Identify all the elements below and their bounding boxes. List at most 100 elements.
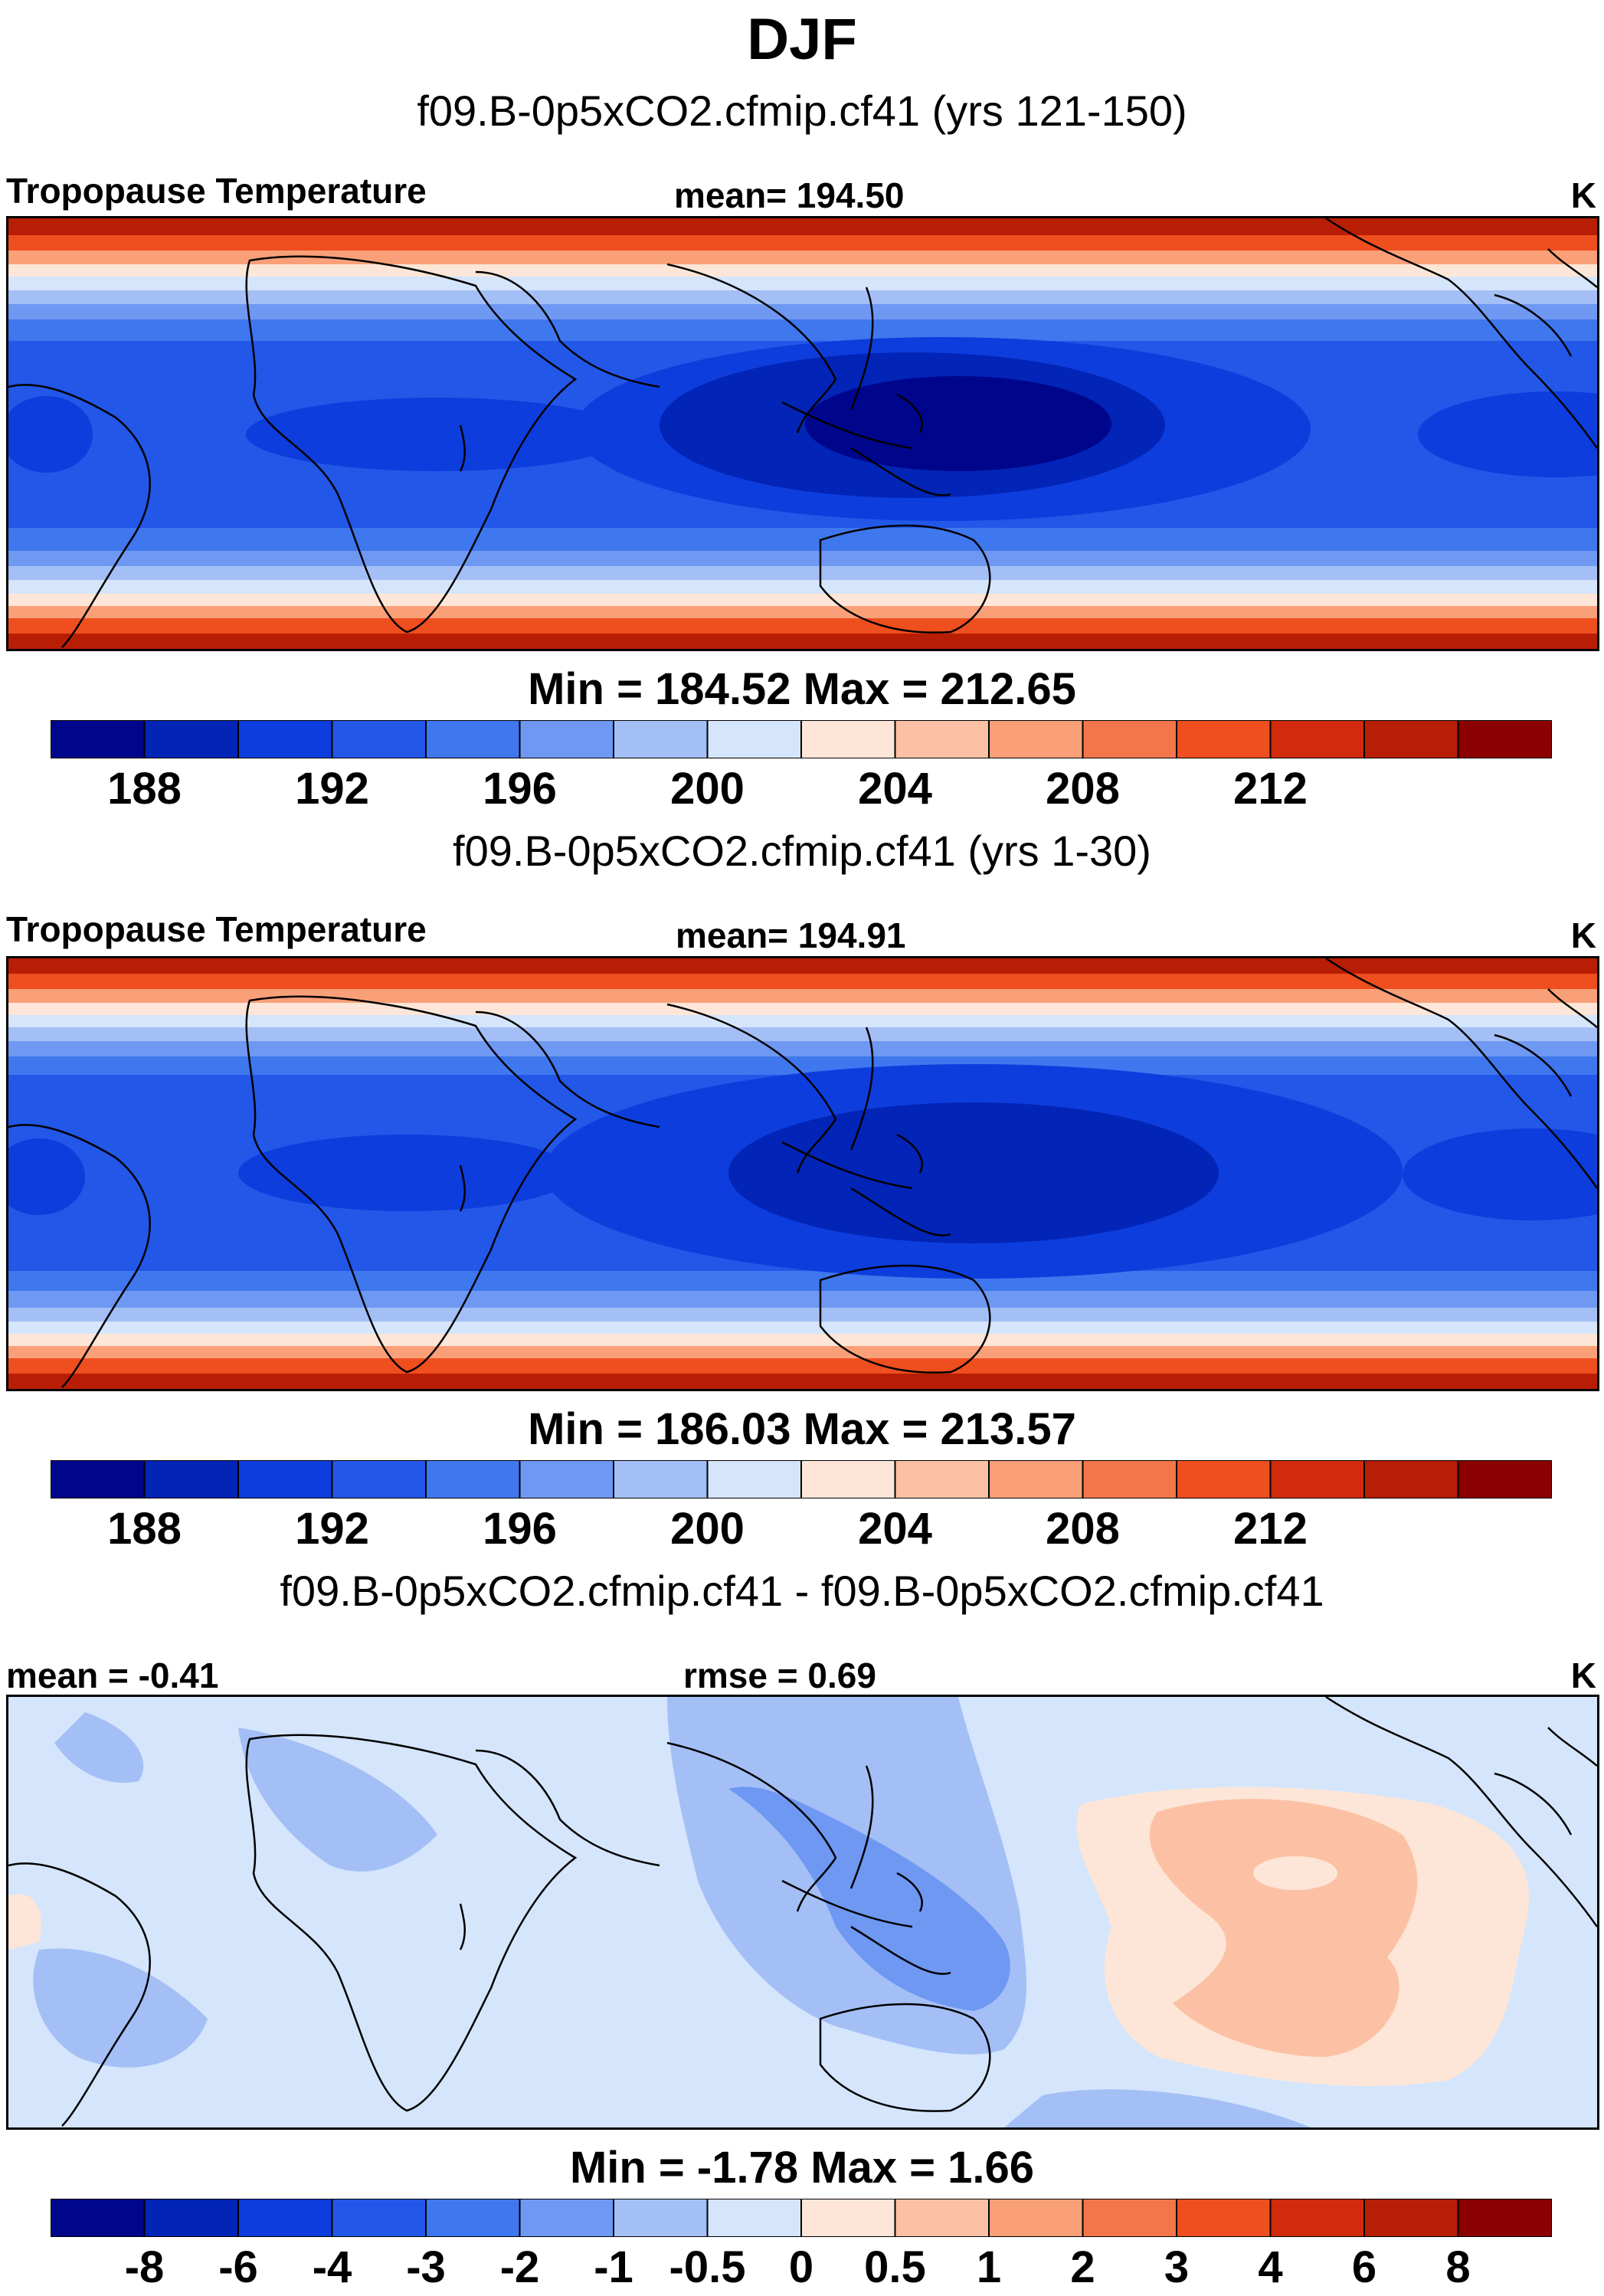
panel1-map-svg bbox=[8, 218, 1597, 649]
panel3-map-svg bbox=[8, 1697, 1597, 2127]
colorbar-tick-label: 212 bbox=[1233, 1504, 1308, 1554]
colorbar-swatch bbox=[425, 2199, 521, 2237]
colorbar-swatch bbox=[613, 2199, 709, 2237]
colorbar-swatch bbox=[988, 2199, 1084, 2237]
colorbar-swatch bbox=[1269, 2199, 1365, 2237]
colorbar-tick-label: 196 bbox=[483, 764, 557, 814]
panel3-pos-west bbox=[8, 1894, 41, 1950]
panel2-units-label: K bbox=[1570, 915, 1596, 955]
panel3-mean-label: mean = -0.41 bbox=[6, 1656, 219, 1695]
colorbar-tick-label: -8 bbox=[124, 2242, 165, 2292]
panel2-map-svg bbox=[8, 958, 1597, 1389]
colorbar-tick-label: 196 bbox=[483, 1504, 557, 1554]
colorbar-swatch bbox=[1457, 720, 1552, 758]
panel3-colorbar bbox=[51, 2199, 1552, 2237]
panel3-units-label: K bbox=[1570, 1656, 1596, 1695]
colorbar-swatch bbox=[706, 720, 802, 758]
colorbar-tick-label: 192 bbox=[295, 1504, 369, 1554]
colorbar-swatch bbox=[51, 1460, 146, 1498]
colorbar-tick-label: -3 bbox=[406, 2242, 446, 2292]
panel1-units-label: K bbox=[1570, 175, 1596, 215]
colorbar-swatch bbox=[1269, 1460, 1365, 1498]
colorbar-swatch bbox=[706, 2199, 802, 2237]
colorbar-swatch bbox=[331, 1460, 427, 1498]
colorbar-swatch bbox=[51, 2199, 146, 2237]
colorbar-tick-label: 2 bbox=[1070, 2242, 1095, 2292]
panel3-neg-region-north bbox=[54, 1712, 144, 1783]
colorbar-swatch bbox=[331, 2199, 427, 2237]
colorbar-swatch bbox=[1363, 1460, 1459, 1498]
panel2-minmax: Min = 186.03 Max = 213.57 bbox=[528, 1404, 1076, 1454]
panel1-cold-core-warm-pool bbox=[805, 376, 1111, 471]
panel3-neg-core bbox=[728, 1787, 1010, 2011]
colorbar-swatch bbox=[613, 720, 709, 758]
colorbar-swatch bbox=[237, 720, 333, 758]
panel1-map bbox=[6, 216, 1599, 651]
colorbar-swatch bbox=[1082, 720, 1177, 758]
colorbar-swatch bbox=[51, 720, 146, 758]
colorbar-swatch bbox=[1176, 1460, 1272, 1498]
panel3-minmax: Min = -1.78 Max = 1.66 bbox=[569, 2143, 1035, 2193]
colorbar-tick-label: 8 bbox=[1445, 2242, 1471, 2292]
colorbar-tick-label: -1 bbox=[594, 2242, 633, 2292]
colorbar-swatch bbox=[1363, 2199, 1459, 2237]
colorbar-tick-label: -4 bbox=[312, 2242, 352, 2292]
panel3-pos-hole bbox=[1253, 1856, 1337, 1890]
colorbar-swatch bbox=[1457, 2199, 1552, 2237]
panel3-neg-region bbox=[238, 1728, 437, 1872]
colorbar-tick-label: 204 bbox=[858, 1504, 932, 1554]
colorbar-swatch bbox=[894, 720, 990, 758]
colorbar-swatch bbox=[800, 720, 896, 758]
colorbar-swatch bbox=[1176, 720, 1272, 758]
colorbar-tick-label: 188 bbox=[107, 764, 182, 814]
panel1-variable-label: Tropopause Temperature bbox=[6, 171, 427, 211]
panel3-rmse-label: rmse = 0.69 bbox=[683, 1656, 876, 1695]
panel1-mean-label: mean= 194.50 bbox=[674, 175, 905, 215]
panel1-coastlines bbox=[8, 218, 1597, 648]
colorbar-tick-label: 212 bbox=[1233, 764, 1308, 814]
panel3-neg-region-southpac bbox=[1004, 2089, 1311, 2127]
panel3-map bbox=[6, 1695, 1599, 2130]
panel2-coastlines bbox=[8, 958, 1597, 1388]
colorbar-tick-label: 208 bbox=[1046, 1504, 1120, 1554]
colorbar-swatch bbox=[237, 2199, 333, 2237]
colorbar-tick-label: 6 bbox=[1351, 2242, 1377, 2292]
colorbar-swatch bbox=[143, 1460, 239, 1498]
panel1-colorbar-ticks: 188 192 196 200 204 208 212 bbox=[51, 763, 1552, 814]
colorbar-swatch bbox=[143, 720, 239, 758]
colorbar-tick-label: 3 bbox=[1164, 2242, 1190, 2292]
colorbar-swatch bbox=[1176, 2199, 1272, 2237]
colorbar-swatch bbox=[1363, 720, 1459, 758]
colorbar-swatch bbox=[143, 2199, 239, 2237]
colorbar-tick-label: 192 bbox=[295, 764, 369, 814]
colorbar-swatch bbox=[800, 1460, 896, 1498]
colorbar-tick-label: -0.5 bbox=[669, 2242, 746, 2292]
colorbar-tick-label: 0 bbox=[788, 2242, 814, 2292]
colorbar-swatch bbox=[894, 2199, 990, 2237]
panel3-pos-core bbox=[1149, 1799, 1418, 2057]
colorbar-swatch bbox=[613, 1460, 709, 1498]
colorbar-swatch bbox=[519, 2199, 614, 2237]
colorbar-tick-label: 204 bbox=[858, 764, 932, 814]
panel1-minmax: Min = 184.52 Max = 212.65 bbox=[528, 664, 1076, 714]
colorbar-swatch bbox=[519, 720, 614, 758]
panel3-neg-region-south bbox=[33, 1948, 208, 2068]
colorbar-tick-label: 4 bbox=[1258, 2242, 1283, 2292]
colorbar-swatch bbox=[706, 1460, 802, 1498]
panel1-cold-core-americas bbox=[1418, 391, 1597, 477]
panel1-colorbar bbox=[51, 720, 1552, 758]
colorbar-swatch bbox=[519, 1460, 614, 1498]
colorbar-swatch bbox=[237, 1460, 333, 1498]
panel2-subtitle: f09.B-0p5xCO2.cfmip.cf41 (yrs 1-30) bbox=[453, 827, 1151, 875]
colorbar-swatch bbox=[1457, 1460, 1552, 1498]
colorbar-swatch bbox=[800, 2199, 896, 2237]
colorbar-tick-label: 200 bbox=[670, 764, 745, 814]
panel3-subtitle: f09.B-0p5xCO2.cfmip.cf41 - f09.B-0p5xCO2… bbox=[280, 1567, 1324, 1615]
panel2-cold-core-warm-pool bbox=[728, 1102, 1219, 1243]
panel2-variable-label: Tropopause Temperature bbox=[6, 909, 427, 949]
panel2-cold-core-africa bbox=[238, 1135, 575, 1211]
colorbar-tick-label: 208 bbox=[1046, 764, 1120, 814]
colorbar-tick-label: -6 bbox=[218, 2242, 258, 2292]
figure-title: DJF bbox=[747, 7, 857, 72]
panel1-subtitle: f09.B-0p5xCO2.cfmip.cf41 (yrs 121-150) bbox=[417, 87, 1187, 135]
